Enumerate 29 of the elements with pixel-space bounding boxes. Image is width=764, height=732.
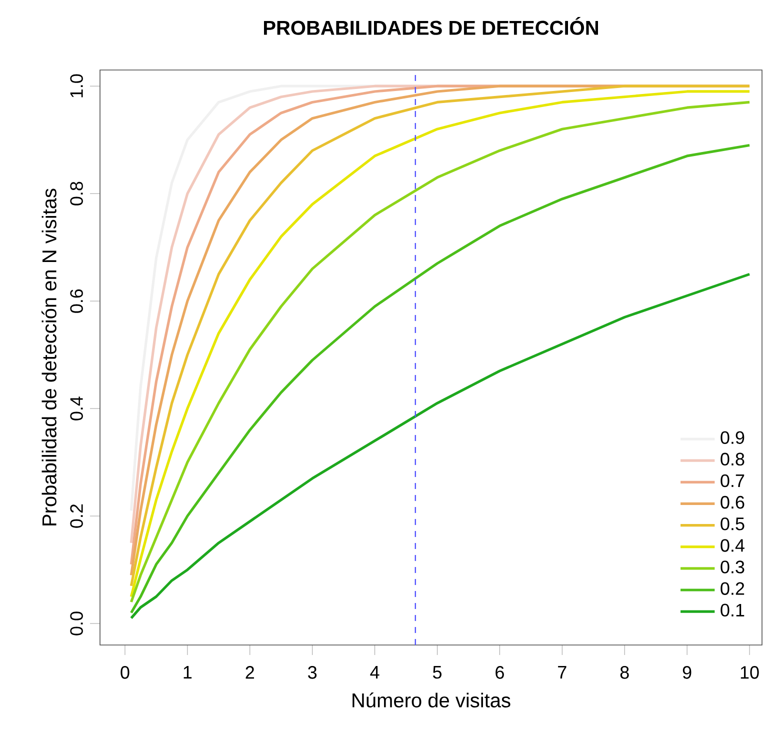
legend-label: 0.5 <box>720 518 744 530</box>
y-tick-label: 0.0 <box>70 612 83 636</box>
legend-label: 0.1 <box>720 604 744 617</box>
x-tick-label: 8 <box>620 666 629 679</box>
x-tick-label: 1 <box>184 666 192 678</box>
x-tick-label: 10 <box>740 666 759 679</box>
x-tick-label: 9 <box>682 666 692 679</box>
legend-label: 0.9 <box>720 431 744 444</box>
x-tick-label: 7 <box>558 666 566 678</box>
x-tick-label: 4 <box>370 666 380 678</box>
legend-label: 0.4 <box>720 539 744 552</box>
y-tick-label: 1.0 <box>70 74 83 98</box>
x-axis-title: Número de visitas <box>352 692 510 708</box>
chart-title: PROBABILIDADES DE DETECCIÓN <box>264 17 598 35</box>
legend-label: 0.2 <box>720 582 744 595</box>
legend-label: 0.8 <box>720 452 744 466</box>
legend-label: 0.3 <box>720 560 744 574</box>
x-tick-label: 3 <box>308 666 317 679</box>
y-tick-label: 0.2 <box>70 504 83 528</box>
y-tick-label: 0.8 <box>70 182 83 206</box>
x-tick-label: 2 <box>246 666 254 679</box>
y-tick-label: 0.6 <box>70 289 83 313</box>
x-tick-label: 5 <box>432 666 442 679</box>
x-tick-label: 0 <box>120 666 130 679</box>
legend-label: 0.6 <box>720 496 744 509</box>
legend-label: 0.7 <box>720 474 744 488</box>
y-tick-label: 0.4 <box>70 396 83 420</box>
y-axis-title: Probabilidad de detección en N visitas <box>42 188 56 526</box>
x-tick-label: 6 <box>496 666 504 679</box>
